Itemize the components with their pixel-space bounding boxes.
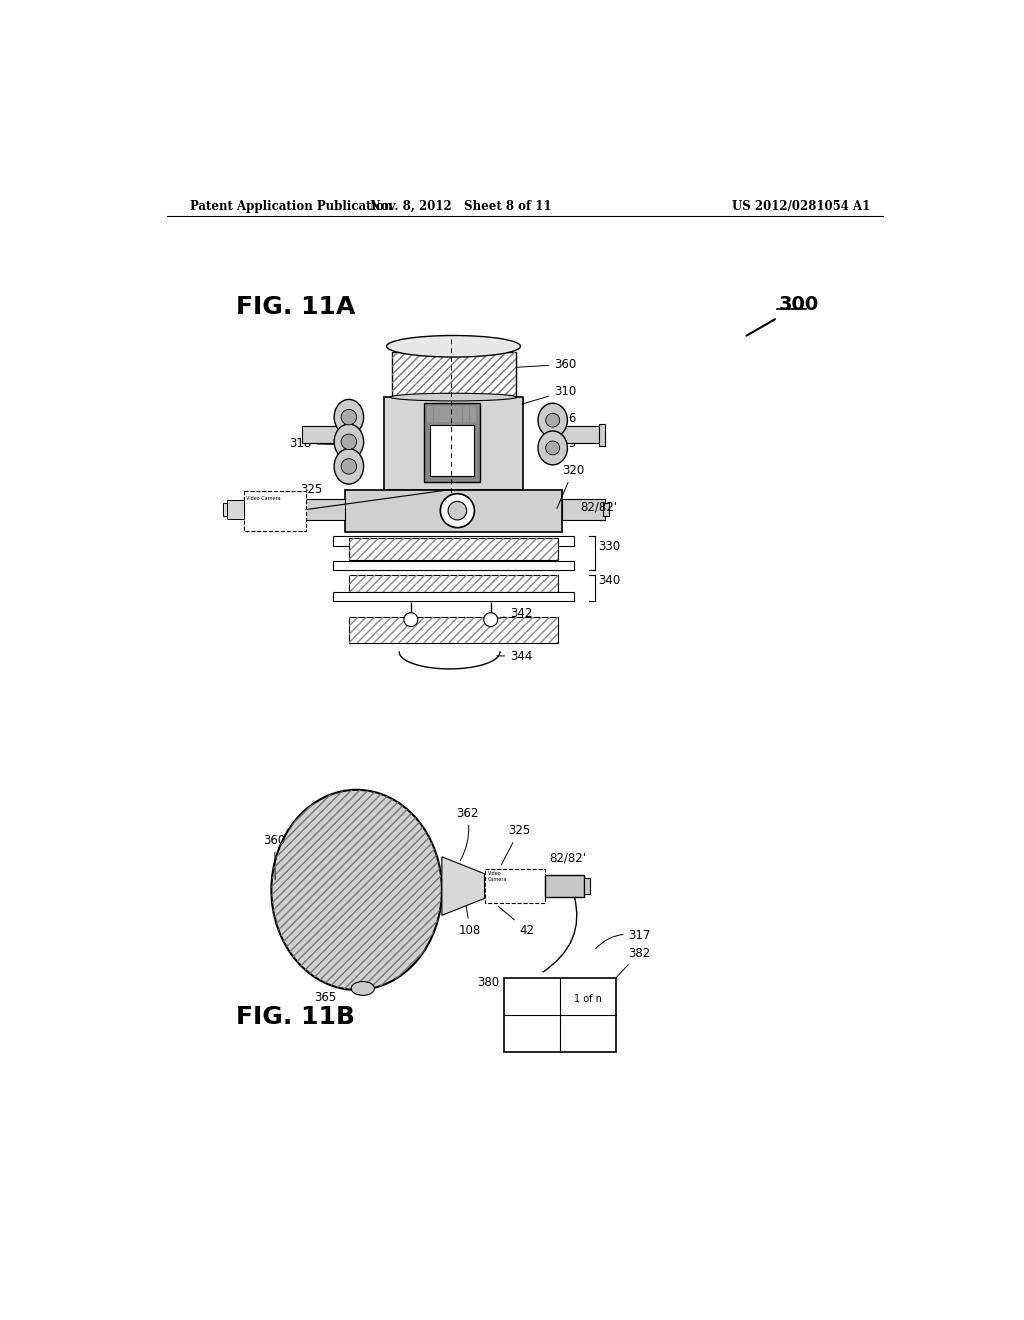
Text: 365: 365 [314,991,336,1003]
Bar [441,407,447,422]
Bar [484,869,545,903]
Text: Patent Application Publication: Patent Application Publication [190,199,392,213]
Text: Camera: Camera [487,878,507,883]
Text: FIG. 11B: FIG. 11B [237,1006,355,1030]
Bar [349,576,558,591]
Bar [424,404,480,482]
Bar [449,407,455,422]
Bar [545,875,584,896]
Circle shape [483,612,498,627]
Bar [345,490,562,532]
Bar [349,576,558,591]
Ellipse shape [334,400,364,434]
Bar [470,407,476,422]
Text: FIG. 11A: FIG. 11A [237,296,356,319]
Bar [384,397,523,490]
Bar [562,499,604,520]
Circle shape [440,494,474,528]
Text: 42: 42 [499,907,535,937]
Bar [334,536,573,545]
Text: 340: 340 [598,574,621,587]
Text: 82/82': 82/82' [580,500,616,513]
Circle shape [341,434,356,449]
Text: Video Camera: Video Camera [246,496,281,502]
Polygon shape [442,857,484,915]
Text: 360: 360 [511,358,577,371]
Text: 362: 362 [456,807,478,861]
Bar [227,500,245,519]
Bar [556,426,601,444]
Ellipse shape [351,982,375,995]
Text: 320: 320 [557,465,585,508]
Bar [430,425,474,475]
Ellipse shape [271,789,442,990]
Bar [456,407,462,422]
Bar [302,426,350,444]
Bar [434,407,440,422]
Text: 360: 360 [263,834,286,879]
Bar [349,539,558,560]
Ellipse shape [334,424,364,459]
Bar [349,616,558,643]
Text: 344: 344 [497,649,532,663]
Bar [334,561,573,570]
Text: 82/82': 82/82' [549,851,586,865]
Bar [584,878,590,894]
Bar [391,352,515,397]
Bar [603,503,609,516]
Text: 316: 316 [549,412,577,425]
Text: 315: 315 [549,437,577,450]
Bar [245,491,306,531]
Bar [504,978,616,1052]
Text: 300: 300 [779,296,819,314]
Bar [427,407,433,422]
Text: 382: 382 [614,946,650,979]
Circle shape [341,459,356,474]
Bar [349,539,558,560]
Text: 310: 310 [522,385,577,404]
Circle shape [546,441,560,455]
Bar [302,499,345,520]
Text: 317: 317 [596,929,651,949]
Bar [463,407,469,422]
Text: Video: Video [487,871,502,876]
Ellipse shape [334,449,364,484]
Ellipse shape [538,404,567,437]
Text: 325: 325 [300,483,323,496]
Bar [391,352,515,397]
Text: 318: 318 [289,437,355,450]
Bar [222,503,227,516]
Bar [599,424,605,446]
Text: 330: 330 [598,540,621,553]
Ellipse shape [538,430,567,465]
Text: 325: 325 [502,825,530,865]
Bar [349,616,558,643]
Circle shape [403,612,418,627]
Ellipse shape [386,335,520,358]
Circle shape [546,413,560,428]
Text: US 2012/0281054 A1: US 2012/0281054 A1 [732,199,870,213]
Text: 342: 342 [497,607,532,619]
Text: 380: 380 [477,977,499,989]
Text: 108: 108 [459,903,481,937]
Circle shape [449,502,467,520]
Text: 1 of n: 1 of n [574,994,602,1005]
Circle shape [341,409,356,425]
Bar [297,503,303,516]
Bar [334,591,573,601]
Text: Nov. 8, 2012   Sheet 8 of 11: Nov. 8, 2012 Sheet 8 of 11 [371,199,552,213]
Ellipse shape [390,393,517,401]
